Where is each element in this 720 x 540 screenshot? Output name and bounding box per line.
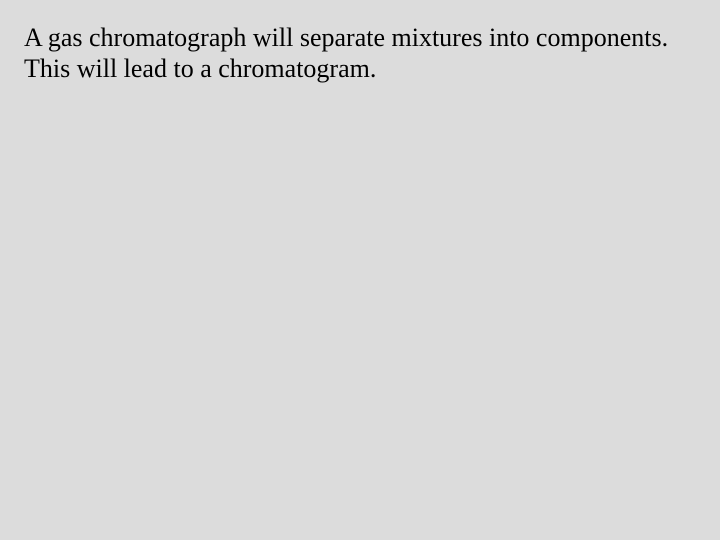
slide-body-text: A gas chromatograph will separate mixtur… (24, 22, 696, 84)
slide-container: A gas chromatograph will separate mixtur… (0, 0, 720, 540)
